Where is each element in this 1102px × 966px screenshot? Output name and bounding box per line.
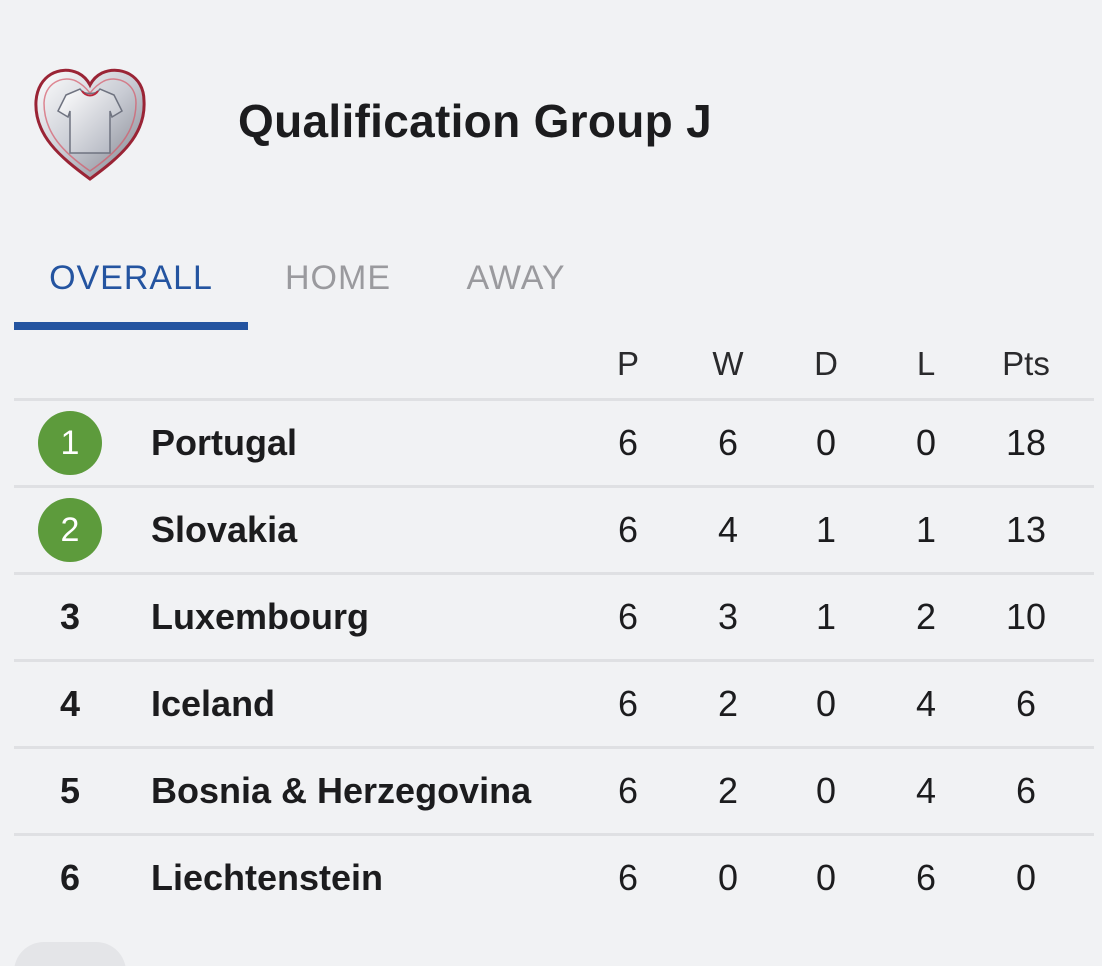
points-value: 0 — [1015, 857, 1037, 898]
table-row[interactable]: 1 Portugal 6 6 0 0 18 — [14, 401, 1094, 488]
won-value: 0 — [717, 857, 739, 898]
points-value: 6 — [1015, 683, 1037, 724]
played-value: 6 — [617, 683, 639, 724]
won-value: 2 — [717, 683, 739, 724]
lost-value: 1 — [915, 509, 937, 550]
qualified-rank-badge: 1 — [38, 411, 102, 475]
lost-value: 2 — [915, 596, 937, 637]
column-header-won: W — [712, 345, 744, 382]
lost-value: 4 — [915, 683, 937, 724]
tab-home[interactable]: HOME — [285, 258, 391, 297]
played-value: 6 — [617, 770, 639, 811]
column-header-drawn: D — [814, 345, 838, 382]
column-header-points: Pts — [1002, 345, 1050, 382]
drawn-value: 0 — [815, 770, 837, 811]
played-value: 6 — [617, 596, 639, 637]
team-name: Slovakia — [151, 509, 298, 550]
drawn-value: 0 — [815, 683, 837, 724]
table-row[interactable]: 5 Bosnia & Herzegovina 6 2 0 4 6 — [14, 749, 1094, 836]
standings-tabs: OVERALL HOME AWAY — [14, 226, 604, 330]
rank-cell: 2 — [38, 488, 102, 572]
lost-value: 6 — [915, 857, 937, 898]
rank-cell: 4 — [38, 662, 102, 746]
lost-value: 4 — [915, 770, 937, 811]
qualified-rank-badge: 2 — [38, 498, 102, 562]
team-name: Iceland — [151, 683, 276, 724]
rank-number: 3 — [59, 596, 81, 637]
tab-overall[interactable]: OVERALL — [14, 226, 248, 330]
points-value: 10 — [1005, 596, 1047, 637]
rank-cell: 3 — [38, 575, 102, 659]
tab-away[interactable]: AWAY — [466, 258, 566, 297]
page-title: Qualification Group J — [238, 95, 713, 147]
points-value: 13 — [1005, 509, 1047, 550]
drawn-value: 1 — [815, 509, 837, 550]
rank-cell: 5 — [38, 749, 102, 833]
drawn-value: 1 — [815, 596, 837, 637]
points-value: 18 — [1005, 422, 1047, 463]
lost-value: 0 — [915, 422, 937, 463]
column-header-lost: L — [916, 345, 936, 382]
rank-cell: 6 — [38, 836, 102, 920]
bottom-chip-button[interactable] — [14, 942, 126, 966]
header — [30, 58, 150, 188]
table-row[interactable]: 6 Liechtenstein 6 0 0 6 0 — [14, 836, 1094, 920]
team-name: Portugal — [151, 422, 298, 463]
team-name: Luxembourg — [151, 596, 370, 637]
column-header-played: P — [616, 345, 639, 382]
team-name: Bosnia & Herzegovina — [151, 770, 532, 811]
played-value: 6 — [617, 509, 639, 550]
table-row[interactable]: 3 Luxembourg 6 3 1 2 10 — [14, 575, 1094, 662]
standings-table: P W D L Pts 1 Portugal 6 6 0 0 18 2 Slov… — [14, 330, 1094, 920]
won-value: 4 — [717, 509, 739, 550]
table-row[interactable]: 2 Slovakia 6 4 1 1 13 — [14, 488, 1094, 575]
rank-number: 4 — [59, 683, 81, 724]
played-value: 6 — [617, 857, 639, 898]
played-value: 6 — [617, 422, 639, 463]
won-value: 6 — [717, 422, 739, 463]
team-name: Liechtenstein — [151, 857, 384, 898]
won-value: 3 — [717, 596, 739, 637]
drawn-value: 0 — [815, 857, 837, 898]
rank-number: 5 — [59, 770, 81, 811]
drawn-value: 0 — [815, 422, 837, 463]
table-row[interactable]: 4 Iceland 6 2 0 4 6 — [14, 662, 1094, 749]
european-qualifiers-logo-icon — [34, 68, 146, 181]
points-value: 6 — [1015, 770, 1037, 811]
won-value: 2 — [717, 770, 739, 811]
rank-number: 6 — [59, 857, 81, 898]
table-header-row: P W D L Pts — [14, 330, 1094, 401]
rank-cell: 1 — [38, 401, 102, 485]
